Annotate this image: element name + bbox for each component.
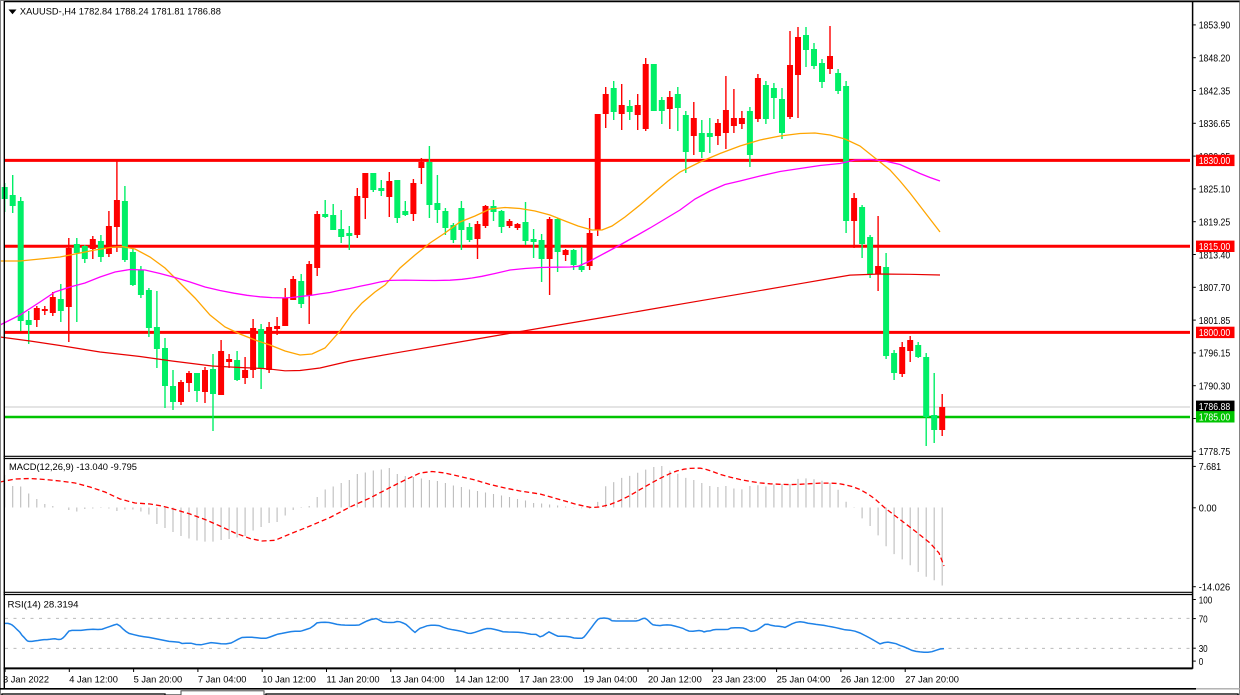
svg-text:30: 30 <box>1199 644 1208 655</box>
svg-text:1825.10: 1825.10 <box>1199 185 1231 196</box>
svg-text:4 Jan 12:00: 4 Jan 12:00 <box>69 675 118 685</box>
svg-text:1842.35: 1842.35 <box>1199 86 1231 97</box>
svg-text:1807.70: 1807.70 <box>1199 283 1231 294</box>
svg-text:0.00: 0.00 <box>1199 504 1217 515</box>
svg-text:70: 70 <box>1199 614 1208 625</box>
svg-text:1796.15: 1796.15 <box>1199 349 1231 360</box>
svg-text:13 Jan 04:00: 13 Jan 04:00 <box>391 675 445 685</box>
svg-text:10 Jan 12:00: 10 Jan 12:00 <box>262 675 316 685</box>
svg-text:1848.20: 1848.20 <box>1199 54 1231 65</box>
svg-text:1819.25: 1819.25 <box>1199 218 1231 229</box>
svg-text:1836.65: 1836.65 <box>1199 119 1231 130</box>
svg-text:1790.30: 1790.30 <box>1199 382 1231 393</box>
svg-text:3 Jan 2022: 3 Jan 2022 <box>3 675 49 685</box>
svg-text:11 Jan 20:00: 11 Jan 20:00 <box>327 675 380 685</box>
svg-text:1853.90: 1853.90 <box>1199 21 1231 32</box>
svg-text:1786.88: 1786.88 <box>1199 402 1231 413</box>
svg-text:27 Jan 20:00: 27 Jan 20:00 <box>905 675 959 685</box>
svg-text:20 Jan 12:00: 20 Jan 12:00 <box>648 675 702 685</box>
svg-text:14 Jan 12:00: 14 Jan 12:00 <box>455 675 509 685</box>
svg-text:1800.00: 1800.00 <box>1199 328 1231 339</box>
svg-text:5 Jan 20:00: 5 Jan 20:00 <box>134 675 183 685</box>
svg-text:19 Jan 04:00: 19 Jan 04:00 <box>584 675 638 685</box>
svg-text:1813.40: 1813.40 <box>1199 250 1231 261</box>
svg-text:1778.75: 1778.75 <box>1199 447 1231 458</box>
svg-text:MACD(12,26,9) -13.040 -9.795: MACD(12,26,9) -13.040 -9.795 <box>9 462 137 473</box>
svg-text:100: 100 <box>1199 595 1213 606</box>
svg-text:7 Jan 04:00: 7 Jan 04:00 <box>198 675 247 685</box>
svg-text:1801.85: 1801.85 <box>1199 316 1231 327</box>
svg-text:1815.00: 1815.00 <box>1199 242 1231 253</box>
svg-text:17 Jan 23:00: 17 Jan 23:00 <box>519 675 573 685</box>
svg-text:1785.00: 1785.00 <box>1199 413 1231 424</box>
svg-text:RSI(14) 28.3194: RSI(14) 28.3194 <box>8 600 79 611</box>
svg-text:25 Jan 04:00: 25 Jan 04:00 <box>777 675 831 685</box>
svg-text:26 Jan 12:00: 26 Jan 12:00 <box>841 675 895 685</box>
svg-text:23 Jan 23:00: 23 Jan 23:00 <box>712 675 766 685</box>
svg-text:0: 0 <box>1199 657 1204 668</box>
svg-text:XAUUSD-,H4 1782.84 1788.24 17: XAUUSD-,H4 1782.84 1788.24 1781.81 1786.… <box>20 7 221 18</box>
svg-text:7.681: 7.681 <box>1199 462 1222 473</box>
svg-text:-14.026: -14.026 <box>1199 583 1231 594</box>
svg-text:1830.00: 1830.00 <box>1199 156 1231 167</box>
